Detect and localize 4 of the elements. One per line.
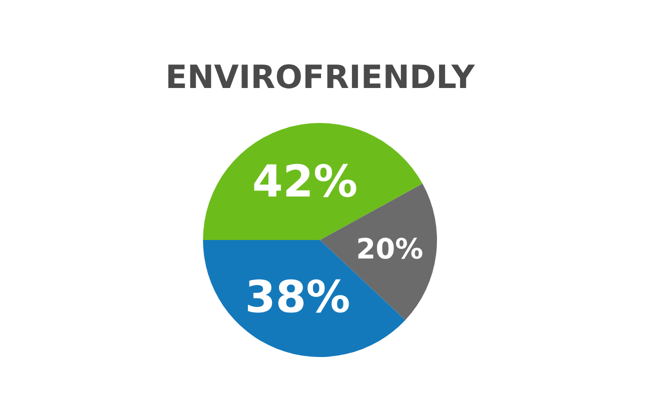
data-label: 38% bbox=[244, 272, 350, 323]
data-label: 20% bbox=[356, 232, 424, 266]
chart-title: ENVIROFRIENDLY bbox=[165, 58, 476, 96]
data-label: 42% bbox=[252, 156, 358, 208]
